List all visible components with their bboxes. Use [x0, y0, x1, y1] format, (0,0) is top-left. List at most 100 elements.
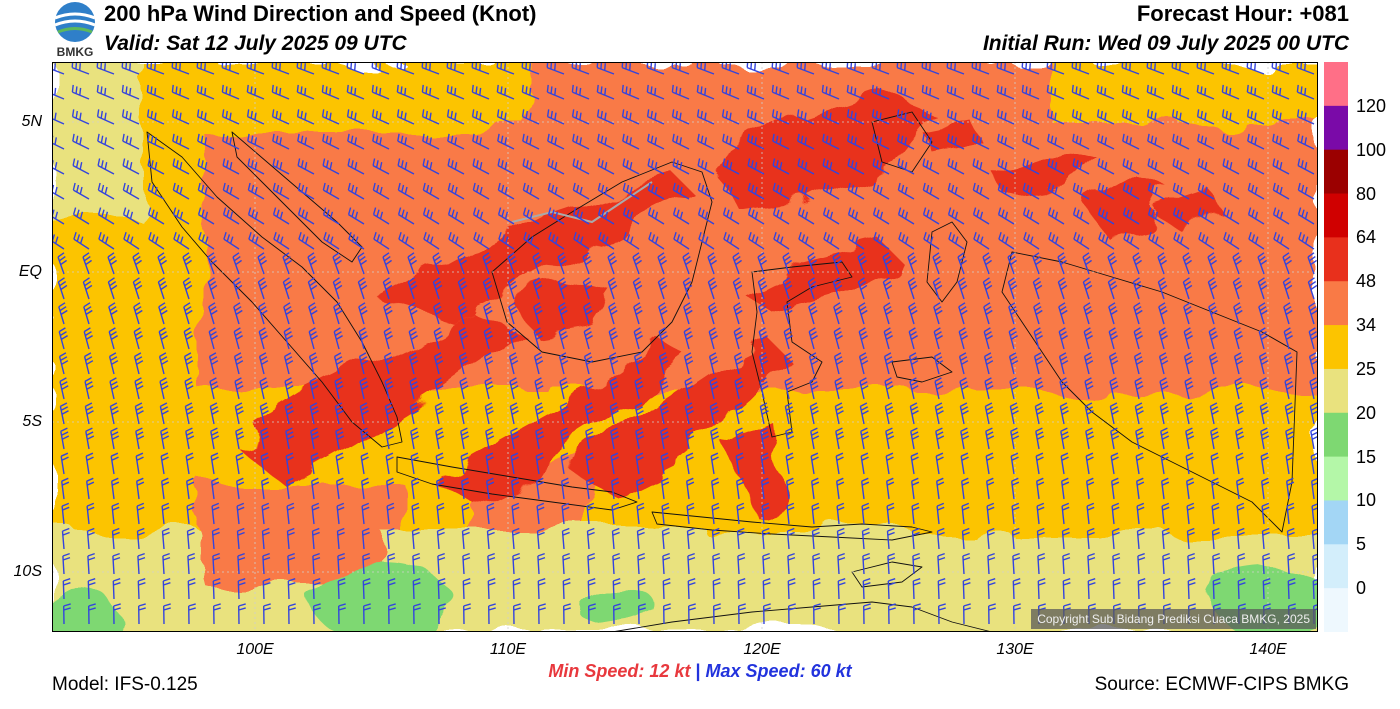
wind-barb	[722, 182, 740, 200]
wind-barb	[459, 377, 469, 400]
wind-barb	[609, 377, 619, 400]
wind-barb	[1036, 502, 1045, 525]
wind-barb	[1247, 182, 1265, 200]
wind-barb	[907, 252, 918, 275]
wind-barb	[112, 552, 121, 575]
wind-barb	[1211, 477, 1220, 500]
lat-label-5s: 5S	[22, 413, 42, 430]
wind-barb	[123, 231, 140, 250]
wind-barb	[1021, 109, 1040, 125]
wind-barb	[546, 62, 565, 75]
wind-barb	[460, 427, 470, 450]
wind-barb	[522, 207, 540, 225]
wind-barb	[1297, 207, 1315, 225]
colorbar-label: 5	[1356, 534, 1367, 555]
wind-barb	[1058, 302, 1068, 325]
wind-barb	[52, 135, 65, 150]
wind-barb	[797, 133, 815, 150]
wind-barb	[1035, 427, 1045, 450]
wind-barb	[357, 252, 368, 275]
wind-barb	[362, 578, 371, 600]
wind-barb	[771, 109, 790, 125]
wind-barb	[636, 477, 645, 500]
wind-barb	[883, 352, 894, 375]
wind-barb	[807, 252, 818, 275]
wind-barb	[260, 452, 269, 475]
wind-barb	[1083, 327, 1093, 350]
wind-barb	[486, 502, 495, 525]
wind-barb	[712, 578, 721, 600]
wind-barb	[398, 231, 415, 250]
wind-barb	[1134, 402, 1144, 425]
wind-barb	[547, 133, 565, 150]
wind-barb	[437, 552, 446, 575]
wind-barb	[1297, 158, 1315, 175]
wind-barb	[1097, 182, 1115, 200]
wind-barb	[1108, 302, 1118, 325]
wind-barb	[697, 207, 715, 225]
wind-barb	[52, 86, 65, 100]
wind-barb	[1082, 277, 1093, 300]
wind-barb	[946, 62, 965, 75]
wind-barb	[360, 452, 369, 475]
wind-barb	[346, 62, 365, 75]
wind-barb	[1232, 277, 1243, 300]
wind-barb	[537, 552, 546, 575]
wind-barb	[1158, 352, 1169, 375]
wind-barb	[623, 231, 640, 250]
wind-barb	[1133, 302, 1143, 325]
wind-barb	[1183, 302, 1193, 325]
wind-barb	[163, 603, 171, 625]
forecast-hour: Forecast Hour: +081	[1136, 1, 1349, 26]
wind-barb	[535, 452, 544, 475]
wind-barb	[922, 207, 940, 225]
wind-barb	[172, 133, 190, 150]
wind-barb	[972, 207, 990, 225]
wind-barb	[772, 207, 790, 225]
wind-barb	[837, 578, 846, 600]
wind-barb	[1132, 277, 1143, 300]
wind-barb	[1036, 477, 1045, 500]
wind-barb	[172, 158, 190, 175]
wind-barb	[1083, 302, 1093, 325]
lon-label-120e: 120E	[743, 641, 781, 658]
wind-barb	[52, 184, 65, 200]
wind-barb	[333, 302, 343, 325]
wind-barb	[983, 352, 994, 375]
wind-barb	[871, 84, 890, 100]
wind-barb	[271, 84, 290, 100]
wind-barb	[1086, 477, 1095, 500]
wind-barb	[783, 302, 793, 325]
wind-barb	[1159, 377, 1169, 400]
wind-barb	[1283, 327, 1293, 350]
wind-barb	[960, 427, 970, 450]
wind-barb	[383, 302, 393, 325]
wind-barb	[1060, 427, 1070, 450]
wind-barb	[1109, 402, 1119, 425]
wind-barb	[910, 427, 920, 450]
wind-barb	[962, 578, 971, 600]
wind-barb	[347, 207, 365, 225]
wind-barb	[221, 109, 240, 125]
wind-barb	[508, 327, 518, 350]
wind-barb	[52, 110, 65, 125]
wind-barb	[385, 427, 395, 450]
wind-barb	[86, 477, 95, 500]
wind-speed-field	[52, 62, 1318, 632]
wind-barb	[687, 578, 696, 600]
wind-barb	[411, 477, 420, 500]
wind-barb	[1271, 62, 1290, 75]
wind-barb	[832, 277, 843, 300]
wind-barb	[1072, 133, 1090, 150]
wind-barb	[438, 603, 446, 625]
wind-barb	[1110, 427, 1120, 450]
wind-barb	[608, 352, 619, 375]
wind-barb	[357, 277, 368, 300]
wind-barb	[496, 109, 515, 125]
wind-barb	[633, 302, 643, 325]
wind-barb	[1235, 427, 1245, 450]
wind-barb	[522, 133, 540, 150]
wind-barb	[757, 252, 768, 275]
wind-barb	[359, 377, 369, 400]
wind-barb	[897, 207, 915, 225]
